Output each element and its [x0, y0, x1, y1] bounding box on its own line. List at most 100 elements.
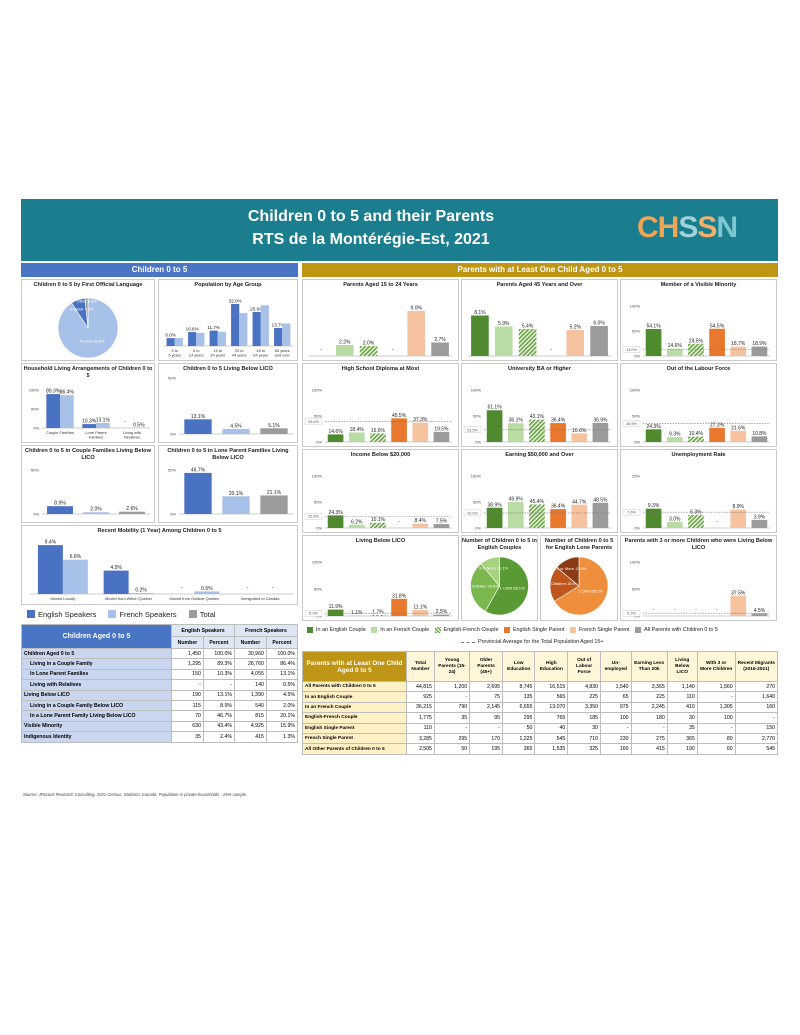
bar — [688, 436, 704, 442]
data-label: - — [392, 347, 394, 353]
table-cell: 275 — [630, 732, 668, 745]
bar — [47, 506, 73, 514]
y-tick-label: 100% — [630, 304, 641, 309]
data-label: 2.5% — [436, 609, 448, 615]
table-cell: Visible Minority — [21, 720, 172, 733]
bar — [260, 428, 288, 434]
table-cell: 20.1% — [265, 710, 299, 722]
data-label: 49.9% — [509, 497, 524, 503]
pie-label: 3 or More 11.1% — [479, 566, 509, 571]
y-tick-label: 50% — [473, 414, 481, 419]
chart-svg: French 90.8% English 7.6% Other 1.6% — [57, 297, 119, 359]
x-tick-line: Lone Parent — [85, 430, 107, 435]
x-tick-line: 0 to — [172, 348, 179, 353]
chart-title: Member of a Visible Minority — [660, 282, 737, 288]
data-label: - — [653, 607, 655, 613]
bar — [518, 329, 537, 356]
table-cell: 1,535 — [534, 743, 569, 755]
bar — [348, 432, 365, 442]
table-cell: 170 — [469, 732, 504, 745]
chart-panel-age45: Parents Aged 45 Years and Over 8.1% 5.9% 5.… — [461, 279, 618, 361]
data-label: 10.8% — [752, 431, 767, 437]
data-label: 6.0% — [165, 333, 175, 338]
chart-panel-lone_lico: Children 0 to 5 in Lone Parent Families … — [158, 445, 298, 523]
provincial-label-box — [463, 509, 482, 517]
bar — [260, 305, 269, 346]
table-cell: 225 — [630, 691, 668, 703]
bar — [433, 614, 450, 616]
bar — [688, 343, 704, 356]
y-tick-label: 50% — [314, 500, 322, 505]
pie-slice — [470, 563, 500, 612]
table-cell: - — [469, 722, 504, 734]
data-label: 5.9% — [498, 321, 510, 327]
data-label: 10.4% — [689, 431, 704, 437]
table-cell: 230 — [600, 732, 632, 745]
table-row: English Single Parent 110- -50 40 30- -35-150 — [302, 722, 779, 734]
table-cell: - — [696, 722, 736, 734]
x-tick-line: 5 years — [168, 353, 181, 358]
table-cell: 4,925 — [233, 720, 267, 733]
bar — [507, 502, 524, 528]
table-cell: 80 — [696, 732, 736, 745]
table-cell: 1,775 — [406, 712, 435, 724]
chart-title: Out of the Labour Force — [666, 366, 731, 372]
data-label: 2.0% — [90, 507, 102, 513]
chart-panel-couple_pie: Number of Children 0 to 5 in English Cou… — [461, 535, 538, 621]
table-cell: - — [433, 722, 471, 734]
y-tick-label: 0% — [634, 526, 640, 531]
data-label: 44.7% — [572, 499, 587, 505]
data-label: 18.7% — [731, 341, 746, 347]
data-label: 31.8% — [392, 593, 407, 599]
x-tick-label: 15 to 24 years — [210, 348, 225, 358]
bar — [260, 495, 288, 514]
left-legend: English Speakers French Speakers Total — [27, 609, 216, 619]
data-label: 11.9% — [329, 604, 343, 610]
infographic: Children 0 to 5 and their Parents RTS de… — [21, 199, 779, 801]
y-tick-label: 100% — [630, 388, 641, 393]
data-label: 3.9% — [754, 514, 766, 520]
table-cell: 2,505 — [406, 743, 435, 755]
data-label: 18.9% — [752, 341, 767, 347]
bar — [407, 311, 426, 356]
table-cell: 35 — [433, 712, 471, 724]
y-tick-label: 50% — [632, 414, 640, 419]
bar — [391, 598, 407, 616]
bar — [119, 511, 145, 514]
table-cell: 3,350 — [567, 701, 602, 714]
x-tick-line: 64 years — [253, 353, 268, 358]
bar — [709, 328, 725, 356]
table-cell: 1,295 — [171, 658, 204, 670]
table-cell: 415 — [630, 743, 668, 755]
y-tick-label: 100% — [29, 388, 40, 393]
table-cell: 65 — [600, 691, 632, 703]
legend-label: French Single Parent — [579, 627, 630, 633]
data-label: - — [272, 585, 274, 591]
provincial-label-box — [622, 346, 641, 353]
chart-panel-age15_24: Parents Aged 15 to 24 Years - 2.2% 2.0% - 9.0… — [302, 279, 459, 361]
data-label: 9.0% — [411, 306, 423, 312]
table-row: All Parents with Children 0 to 5 44,815 1,… — [302, 680, 779, 693]
bar — [274, 327, 283, 346]
data-label: 2.2% — [339, 340, 351, 346]
table-cell: 100 — [696, 712, 736, 724]
bar — [550, 423, 566, 442]
legend-swatch — [108, 610, 117, 619]
chart-title: Children 0 to 5 in Couple Families Livin… — [25, 448, 151, 461]
provincial-label-box — [463, 426, 482, 433]
table-cell: 185 — [567, 712, 602, 724]
chart-title: Recent Mobility (1 Year) Among Children … — [97, 528, 222, 534]
table-cell: 630 — [171, 720, 204, 733]
table-cell: 765 — [534, 712, 569, 724]
table-cell: 140 — [233, 679, 267, 691]
table-cell: 545 — [534, 732, 569, 745]
x-tick-label: 25 to 44 years — [232, 348, 247, 358]
table-cell: Percent — [202, 636, 235, 649]
provincial-legend: Provincial Average for the Total Populat… — [461, 639, 604, 645]
table-cell: 160 — [734, 701, 779, 714]
bar — [529, 419, 545, 442]
table-cell: 115 — [171, 699, 204, 712]
x-tick-label: Living with Relatives — [123, 430, 141, 440]
table-cell: 100.0% — [265, 647, 299, 660]
chart-title: Parents Aged 15 to 24 Years — [343, 282, 418, 288]
